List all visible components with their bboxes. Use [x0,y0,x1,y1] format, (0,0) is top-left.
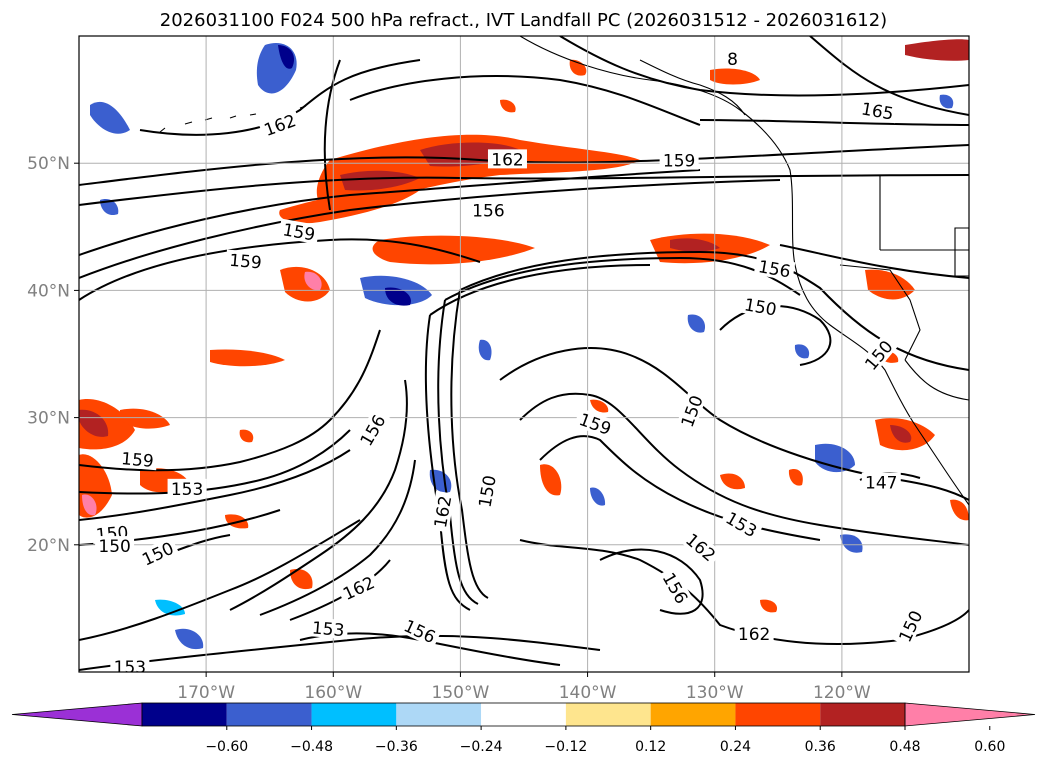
contour-label-halo [720,506,764,542]
contour-label-halo [734,623,774,643]
contour-label: 159 [278,218,320,246]
colorbar-segment [481,703,566,726]
contour-label-halo [135,536,180,571]
colorbar-segment [650,703,736,726]
colorbar-segment [396,703,482,726]
contour-label-text: 159 [228,251,262,274]
contour-label-text: 162 [491,150,523,170]
colorbar-tick-label: −0.24 [460,739,503,755]
colorbar-segment [142,703,227,726]
contour-label-text: 153 [171,480,203,500]
contour-label-halo [354,408,391,452]
contour-label-halo [473,470,500,513]
contour-label-halo [675,389,707,433]
contour-label: 150 [95,536,135,557]
contour-label: 159 [117,447,158,472]
contour-label-halo [468,200,508,220]
colorbar-tick-label: 0.12 [635,739,666,755]
lat-tick-label: 30°N [27,409,70,429]
contour-label: 150 [473,470,501,513]
contour-label-halo [657,566,694,610]
contour-label-text: 8 [727,50,738,70]
lon-tick-label: 120°W [813,683,871,703]
map-frame [78,35,970,673]
contour-label: 159 [659,150,699,172]
contour-label-text: 159 [120,449,154,472]
colorbar-tick-label: −0.12 [544,739,587,755]
contour-label-text: 159 [663,152,695,172]
colorbar: −0.60 −0.48 −0.36 −0.24 −0.12 0.12 0.24 0.36 0.4… [11,702,1036,755]
contour-label-text: 150 [98,537,130,557]
contour-label-halo [753,255,796,282]
lat-tick-label: 40°N [27,281,70,301]
refractivity-fill [79,39,969,650]
lon-tick-label: 130°W [686,683,744,703]
colorbar-segment [820,703,905,726]
contour-label-halo [110,656,150,672]
colorbar-tick-label: 0.60 [974,739,1005,755]
contour-label-halo [856,97,899,124]
contour-label-halo [680,527,723,567]
contour-label-halo [336,570,381,605]
contour-label-halo [858,333,899,376]
contour-label-halo [225,249,266,272]
contour-label-halo [573,407,617,440]
colorbar-segment [565,703,651,726]
colorbar-tick-label: 0.36 [805,739,836,755]
contour-label-halo [861,472,901,492]
contour-label-halo [487,149,527,169]
contour-label: 162 [429,490,456,533]
colorbar-tick-label: −0.36 [375,739,418,755]
contour-label-halo [117,447,158,471]
contour-label-halo [398,613,442,648]
colorbar-tick-label: 0.24 [720,739,751,755]
contour-label-text: 153 [114,658,146,678]
lon-tick-label: 150°W [432,683,490,703]
longitude-tick-labels: 170°W 160°W 150°W 140°W 130°W 120°W [177,672,871,703]
contour-label: 147 [861,472,901,493]
lon-tick-label: 160°W [304,683,362,703]
colorbar-segment [735,703,821,726]
contour-label: 153 [307,617,349,641]
lon-tick-label: 170°W [177,683,235,703]
colorbar-extend-low [11,702,143,727]
contour-label-halo [167,478,207,498]
lon-tick-label: 140°W [559,683,617,703]
colorbar-tick-label: −0.60 [205,739,248,755]
contour-label: 153 [167,478,207,500]
colorbar-frame [141,702,906,727]
contour-label-text: 156 [472,201,504,221]
colorbar-segment [311,703,397,726]
contour-label: 162 [487,149,527,170]
contour-label-halo [258,108,302,141]
map-title: 2026031100 F024 500 hPa refract., IVT La… [159,10,888,31]
contour-label-halo [429,490,455,533]
colorbar-tick-label: −0.48 [290,739,333,755]
contour-label-halo [724,48,742,68]
contour-label: 153 [110,656,150,678]
lat-tick-label: 20°N [27,536,70,556]
lat-tick-label: 50°N [27,154,70,174]
contour-label: 8 [724,48,742,70]
contour-label: 159 [225,249,266,274]
contour-label-text: 147 [865,473,897,493]
contour-label-halo [659,150,699,170]
contour-label-halo [95,536,135,556]
colorbar-extend-high [904,702,1036,727]
colorbar-tick-label: 0.48 [889,739,920,755]
contour-label-halo [893,604,927,648]
contour-label: 162 [734,623,774,645]
contour-label: 156 [398,613,442,648]
contour-label: 156 [468,200,508,221]
contour-label-text: 162 [738,625,770,645]
contour-label-halo [307,617,349,640]
latitude-tick-labels: 20°N 30°N 40°N 50°N [27,154,79,556]
coastlines [159,36,969,506]
contour-label-halo [278,218,320,245]
contour-label-text: 153 [311,618,345,641]
contour-label-halo [739,293,782,320]
colorbar-segment [226,703,312,726]
